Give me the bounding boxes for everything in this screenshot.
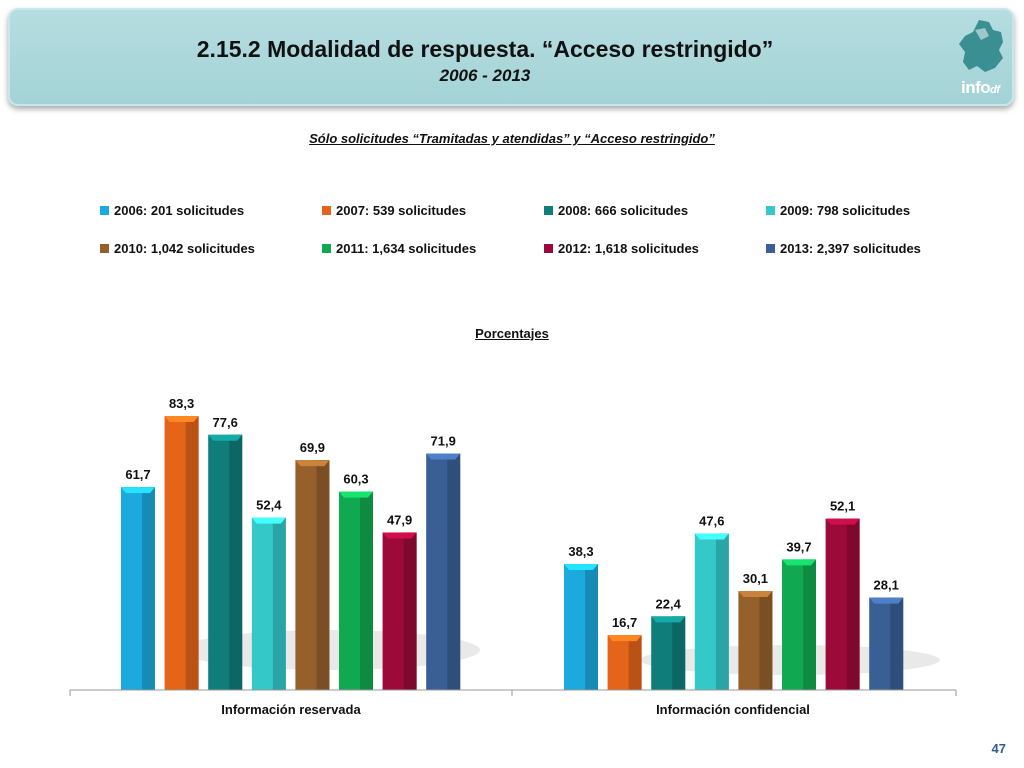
bar-shade: [585, 564, 598, 690]
data-label: 52,1: [830, 499, 855, 514]
bar-shade: [403, 532, 417, 690]
legend-item: 2006: 201 solicitudes: [100, 203, 244, 218]
legend-swatch: [100, 206, 109, 215]
bar-shade: [715, 533, 729, 690]
bar-cap: [251, 517, 286, 524]
infodf-logo: infodf: [945, 16, 1015, 104]
bar-shade: [803, 559, 816, 690]
legend-label: 2011: 1,634 solicitudes: [336, 241, 477, 256]
legend-swatch: [766, 206, 775, 215]
bar-cap: [869, 597, 904, 604]
legend-label: 2010: 1,042 solicitudes: [114, 241, 255, 256]
legend-label: 2006: 201 solicitudes: [114, 203, 245, 218]
bar-shade: [759, 591, 773, 690]
bar-shade: [447, 453, 461, 690]
legend-label: 2009: 798 solicitudes: [780, 203, 911, 218]
legend-label: 2013: 2,397 solicitudes: [780, 241, 921, 256]
legend-item: 2008: 666 solicitudes: [544, 203, 688, 218]
legend-item: 2013: 2,397 solicitudes: [766, 241, 921, 256]
bar-shade: [229, 434, 243, 690]
bar-shade: [890, 597, 904, 690]
data-label: 77,6: [213, 415, 238, 430]
bar-cap: [339, 491, 373, 498]
bar-cap: [651, 616, 686, 623]
data-label: 39,7: [786, 539, 811, 554]
data-label: 30,1: [743, 571, 768, 586]
bar-cap: [825, 518, 860, 525]
data-label: 16,7: [612, 615, 637, 630]
legend-swatch: [322, 244, 331, 253]
legend-swatch: [322, 206, 331, 215]
data-label: 47,9: [387, 512, 412, 527]
filter-note: Sólo solicitudes “Tramitadas y atendidas…: [309, 131, 715, 146]
legend-item: 2009: 798 solicitudes: [766, 203, 910, 218]
bar-cap: [426, 453, 461, 460]
bar-shade: [846, 518, 860, 690]
bar-cap: [382, 532, 417, 539]
chart-title: Porcentajes: [475, 326, 549, 341]
page-number: 47: [991, 741, 1006, 756]
legend-label: 2008: 666 solicitudes: [558, 203, 689, 218]
bar-cap: [121, 487, 155, 494]
page-subtitle: 2006 - 2013: [439, 66, 531, 85]
category-label: Información confidencial: [656, 702, 810, 717]
map-icon: [959, 20, 1003, 72]
legend-item: 2010: 1,042 solicitudes: [100, 241, 255, 256]
bar-cap: [164, 416, 199, 423]
bar-cap: [295, 460, 330, 467]
header-banner: 2.15.2 Modalidad de respuesta. “Acceso r…: [8, 8, 1014, 106]
logo-text: infodf: [961, 78, 1000, 97]
bar-cap: [738, 591, 773, 598]
bar-shade: [672, 616, 686, 690]
page-title: 2.15.2 Modalidad de respuesta. “Acceso r…: [196, 36, 774, 62]
legend-swatch: [544, 244, 553, 253]
bar-cap: [694, 533, 729, 540]
bar-cap: [564, 564, 598, 571]
data-label: 71,9: [431, 434, 456, 449]
data-label: 61,7: [125, 467, 150, 482]
legend-swatch: [100, 244, 109, 253]
data-label: 83,3: [169, 396, 194, 411]
data-label: 28,1: [874, 578, 899, 593]
data-label: 60,3: [343, 472, 368, 487]
bar-shade: [142, 487, 155, 690]
data-label: 38,3: [568, 544, 593, 559]
legend-label: 2012: 1,618 solicitudes: [558, 241, 699, 256]
bar-shade: [272, 517, 286, 690]
legend-label: 2007: 539 solicitudes: [336, 203, 467, 218]
data-label: 69,9: [300, 440, 325, 455]
legend-swatch: [544, 206, 553, 215]
bar-cap: [208, 434, 243, 441]
data-label: 22,4: [656, 596, 682, 611]
legend-item: 2007: 539 solicitudes: [322, 203, 466, 218]
bar-shade: [185, 416, 199, 690]
legend-item: 2012: 1,618 solicitudes: [544, 241, 699, 256]
category-label: Información reservada: [221, 702, 361, 717]
bar-shade: [628, 635, 642, 690]
bar-shade: [360, 491, 373, 690]
data-label: 52,4: [256, 498, 282, 513]
data-label: 47,6: [699, 513, 724, 528]
legend-item: 2011: 1,634 solicitudes: [322, 241, 476, 256]
bar-cap: [607, 635, 642, 642]
legend-swatch: [766, 244, 775, 253]
bar-shade: [316, 460, 330, 690]
bar-cap: [782, 559, 816, 566]
